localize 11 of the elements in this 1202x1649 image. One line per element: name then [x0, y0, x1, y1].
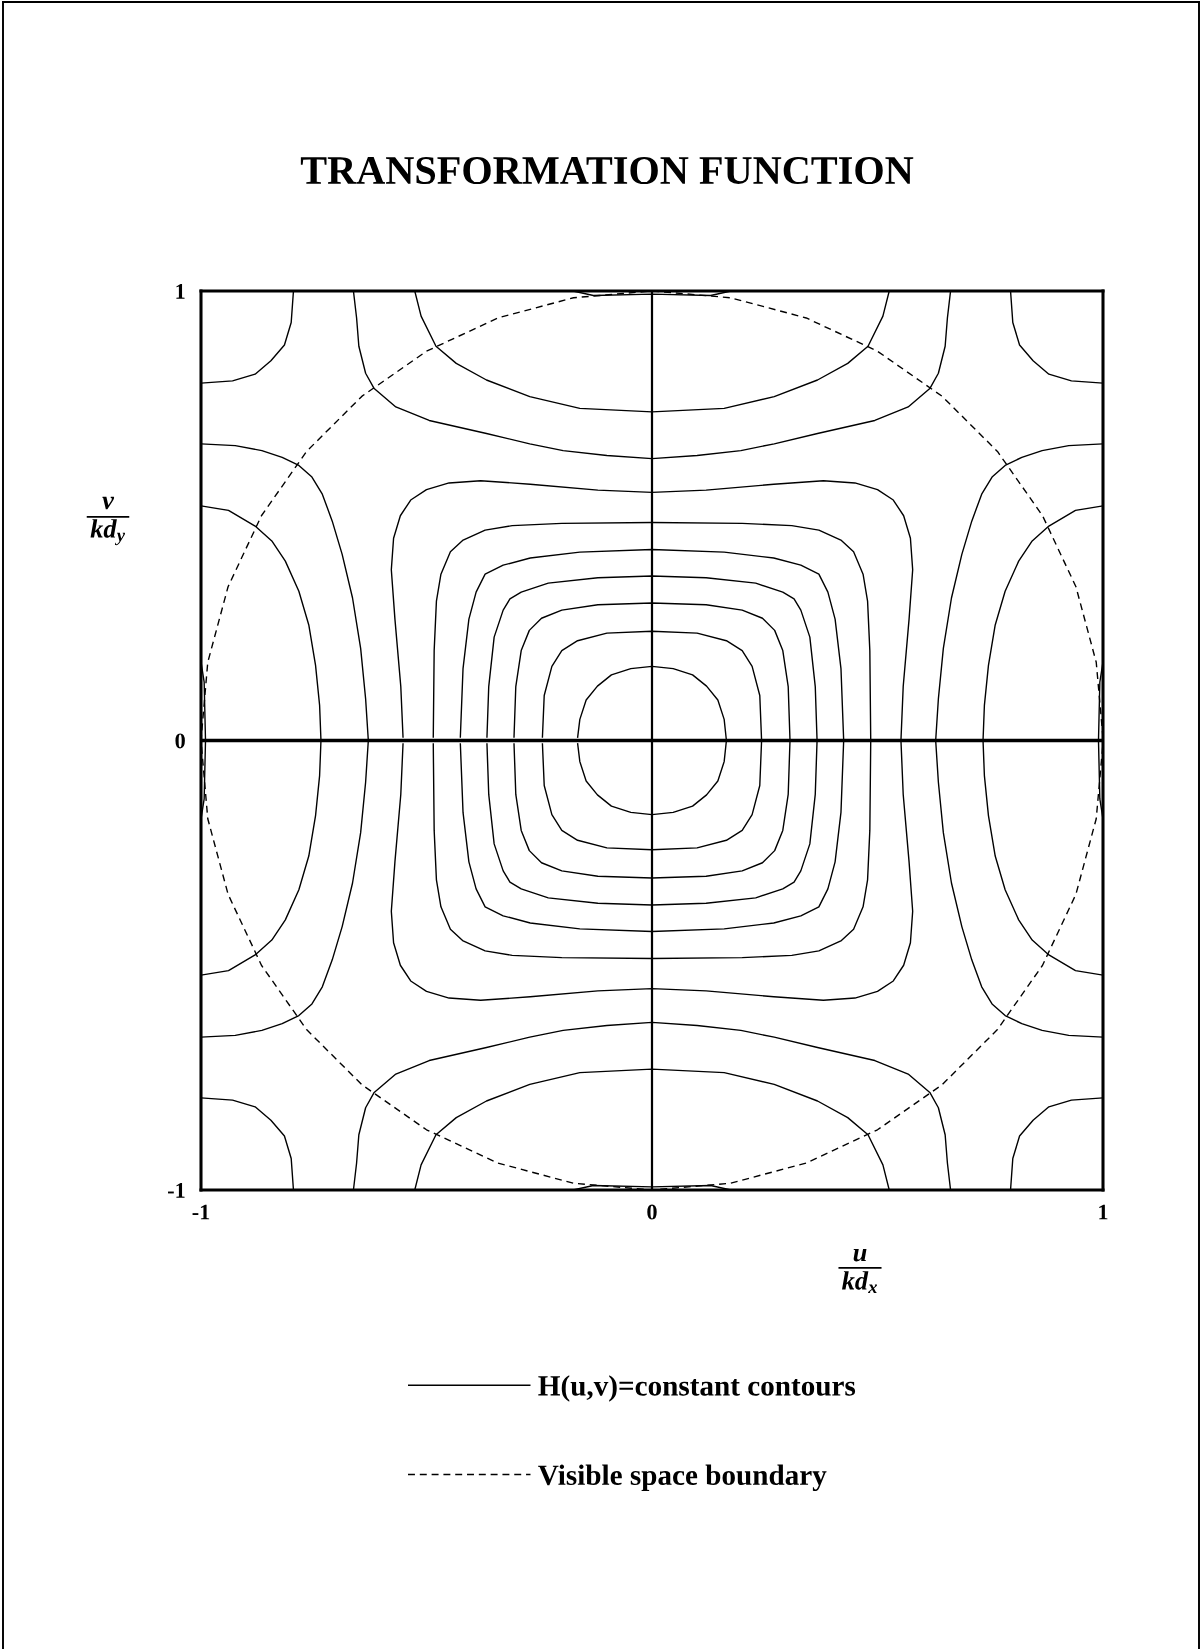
x-tick-label: 1	[1099, 1204, 1108, 1220]
x-tick-label: 0	[647, 1204, 657, 1220]
y-tick-label: -1	[168, 1183, 185, 1198]
legend-label: Visible space boundary	[538, 1464, 827, 1492]
x-axis-title: u kd$_{x}$	[842, 1248, 878, 1294]
chart-title: TRANSFORMATION FUNCTION	[300, 157, 914, 185]
y-tick-label: 1	[176, 284, 185, 299]
y-tick-label: 0	[175, 733, 185, 749]
legend-label: H(u,v)=constant contours	[538, 1375, 856, 1402]
y-axis-title: v kd$_{y}$	[90, 496, 126, 546]
x-tick-label: -1	[192, 1204, 210, 1220]
